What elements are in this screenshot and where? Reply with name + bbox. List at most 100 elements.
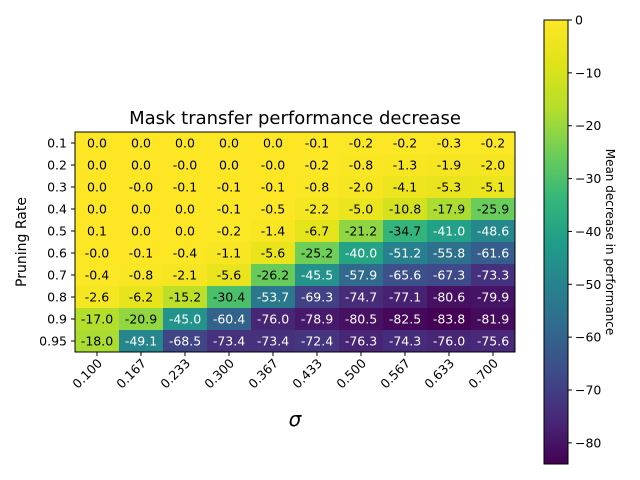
cell-value-label: 0.0	[175, 136, 195, 151]
colorbar-tick-label: −70	[575, 383, 601, 398]
heatmap-cell	[339, 220, 384, 243]
heatmap-cell	[295, 242, 340, 265]
heatmap-cell	[471, 330, 516, 353]
cell-value-label: -0.3	[437, 136, 461, 151]
heatmap-cell	[295, 220, 340, 243]
heatmap-cell	[295, 264, 340, 287]
cell-value-label: -51.2	[389, 246, 421, 261]
cell-value-label: -76.0	[257, 312, 289, 327]
heatmap-cell	[295, 330, 340, 353]
heatmap-cell	[383, 198, 428, 221]
x-tick-label: 0.167	[113, 356, 149, 392]
heatmap-cell	[383, 176, 428, 199]
heatmap-cell	[427, 220, 472, 243]
cell-value-label: -5.6	[261, 246, 285, 261]
heatmap-cell	[251, 198, 296, 221]
heatmap-cell	[427, 242, 472, 265]
heatmap-cell	[163, 264, 208, 287]
cell-value-label: 0.0	[131, 158, 151, 173]
cell-value-label: -74.7	[345, 290, 377, 305]
heatmap-cell	[427, 132, 472, 155]
heatmap-cell	[427, 286, 472, 309]
cell-value-label: -0.8	[305, 180, 329, 195]
heatmap-cell	[251, 242, 296, 265]
heatmap-cell	[471, 176, 516, 199]
heatmap-cell	[251, 176, 296, 199]
heatmap-cell	[119, 220, 164, 243]
heatmap-cell	[75, 154, 120, 177]
cell-value-label: -1.4	[261, 224, 285, 239]
cell-value-label: -0.2	[481, 136, 505, 151]
heatmap-cell	[427, 154, 472, 177]
colorbar-label: Mean decrease in performance	[603, 149, 617, 336]
y-tick-label: 0.7	[47, 268, 67, 283]
cell-value-label: -57.9	[345, 268, 377, 283]
cell-value-label: -2.2	[305, 202, 329, 217]
cell-value-label: -0.2	[349, 136, 373, 151]
x-tick-label: 0.567	[377, 356, 413, 392]
heatmap-cell	[119, 242, 164, 265]
heatmap-cell	[163, 198, 208, 221]
cell-value-label: -41.0	[433, 224, 465, 239]
heatmap-cell	[75, 330, 120, 353]
cell-value-label: -0.0	[129, 180, 153, 195]
heatmap-cell	[207, 308, 252, 331]
heatmap-cell	[295, 308, 340, 331]
colorbar-tick-label: −20	[575, 118, 601, 133]
heatmap-cell	[471, 220, 516, 243]
cell-value-label: -0.0	[261, 158, 285, 173]
cell-value-label: -48.6	[477, 224, 509, 239]
cell-value-label: -72.4	[301, 334, 333, 349]
y-tick-label: 0.8	[47, 290, 67, 305]
heatmap-cell	[207, 220, 252, 243]
heatmap-cell	[163, 220, 208, 243]
heatmap-cell	[75, 220, 120, 243]
y-tick-label: 0.9	[47, 312, 67, 327]
colorbar-ticks: 0 −10 −20 −30 −40 −50 −60 −70 −80	[568, 13, 601, 450]
cell-value-label: -0.0	[85, 246, 109, 261]
colorbar	[543, 19, 569, 465]
cell-value-label: -78.9	[301, 312, 333, 327]
cell-value-label: -5.0	[349, 202, 373, 217]
cell-value-label: -0.8	[129, 268, 153, 283]
cell-value-label: -49.1	[125, 334, 157, 349]
heatmap-cell	[383, 286, 428, 309]
cell-value-label: -5.3	[437, 180, 461, 195]
x-tick-label: 0.300	[201, 355, 237, 391]
cell-value-label: -67.3	[433, 268, 465, 283]
cell-value-label: -25.9	[477, 202, 509, 217]
cell-value-label: -80.6	[433, 290, 465, 305]
cell-value-label: -5.1	[481, 180, 505, 195]
y-tick-label: 0.2	[47, 158, 67, 173]
cell-value-label: -53.7	[257, 290, 289, 305]
cell-value-label: -17.0	[81, 312, 113, 327]
colorbar-tick-label: 0	[575, 13, 583, 28]
cell-value-label: -2.6	[85, 290, 109, 305]
cell-value-label: -5.6	[217, 268, 241, 283]
x-tick-label: 0.367	[245, 356, 281, 392]
heatmap-cell	[119, 264, 164, 287]
chart-title: Mask transfer performance decrease	[129, 108, 461, 129]
y-tick-label: 0.5	[47, 224, 67, 239]
heatmap-cell	[339, 308, 384, 331]
heatmap-cell	[427, 176, 472, 199]
heatmap-cell	[251, 154, 296, 177]
cell-value-label: -0.0	[173, 158, 197, 173]
heatmap-cell	[119, 176, 164, 199]
x-axis-ticks: 0.100 0.167 0.233 0.300 0.367 0.433 0.500 0.567…	[69, 352, 501, 391]
cell-value-label: -0.5	[261, 202, 285, 217]
cell-value-label: -17.9	[433, 202, 465, 217]
heatmap-cell	[383, 154, 428, 177]
colorbar-tick-label: −30	[575, 171, 601, 186]
colorbar-tick-label: −50	[575, 277, 601, 292]
cell-value-label: -26.2	[257, 268, 289, 283]
heatmap-cell	[471, 308, 516, 331]
cell-value-label: -0.1	[261, 180, 285, 195]
heatmap-cell	[339, 176, 384, 199]
cell-value-label: 0.0	[263, 136, 283, 151]
heatmap-cell	[163, 154, 208, 177]
cell-value-label: -6.2	[129, 290, 153, 305]
cell-value-label: -0.4	[173, 246, 197, 261]
heatmap-cell	[427, 308, 472, 331]
heatmap-cell	[75, 176, 120, 199]
